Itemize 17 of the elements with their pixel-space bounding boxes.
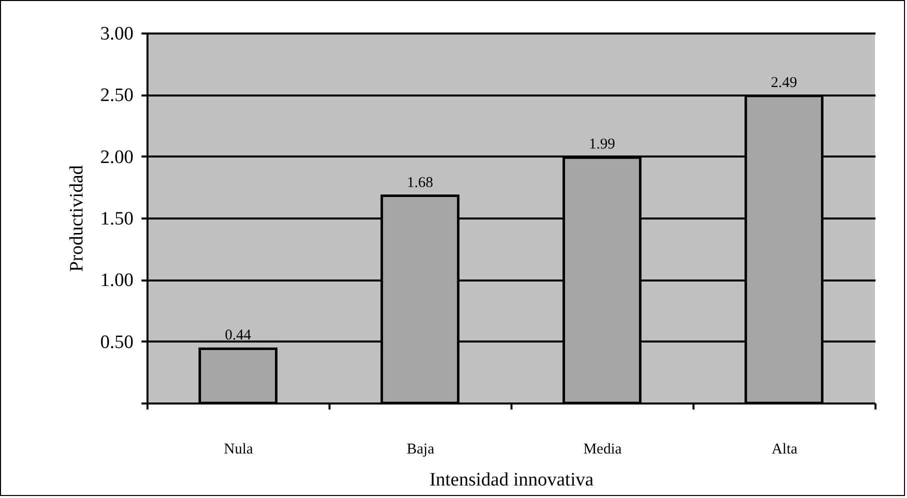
y-tick-label: 2.00 (100, 146, 134, 168)
data-label: 2.49 (770, 74, 798, 91)
y-tick-label: 0.50 (100, 332, 134, 353)
y-tick-label: 3.00 (100, 24, 134, 44)
x-tick-label: Nula (224, 442, 254, 458)
x-tick-label: Baja (406, 442, 435, 458)
data-label: 0.44 (224, 328, 252, 344)
y-axis-title: Productividad (66, 164, 88, 272)
data-label: 1.68 (406, 174, 434, 191)
x-axis-title: Intensidad innovativa (429, 470, 594, 490)
y-tick-label: 2.50 (100, 85, 134, 106)
x-tick-label: Alta (772, 442, 798, 458)
y-tick-label: 1.50 (100, 208, 134, 230)
x-tick-label: Media (583, 442, 622, 458)
y-tick-label: 1.00 (100, 270, 134, 292)
bar (198, 347, 278, 404)
data-label: 1.99 (588, 136, 616, 153)
